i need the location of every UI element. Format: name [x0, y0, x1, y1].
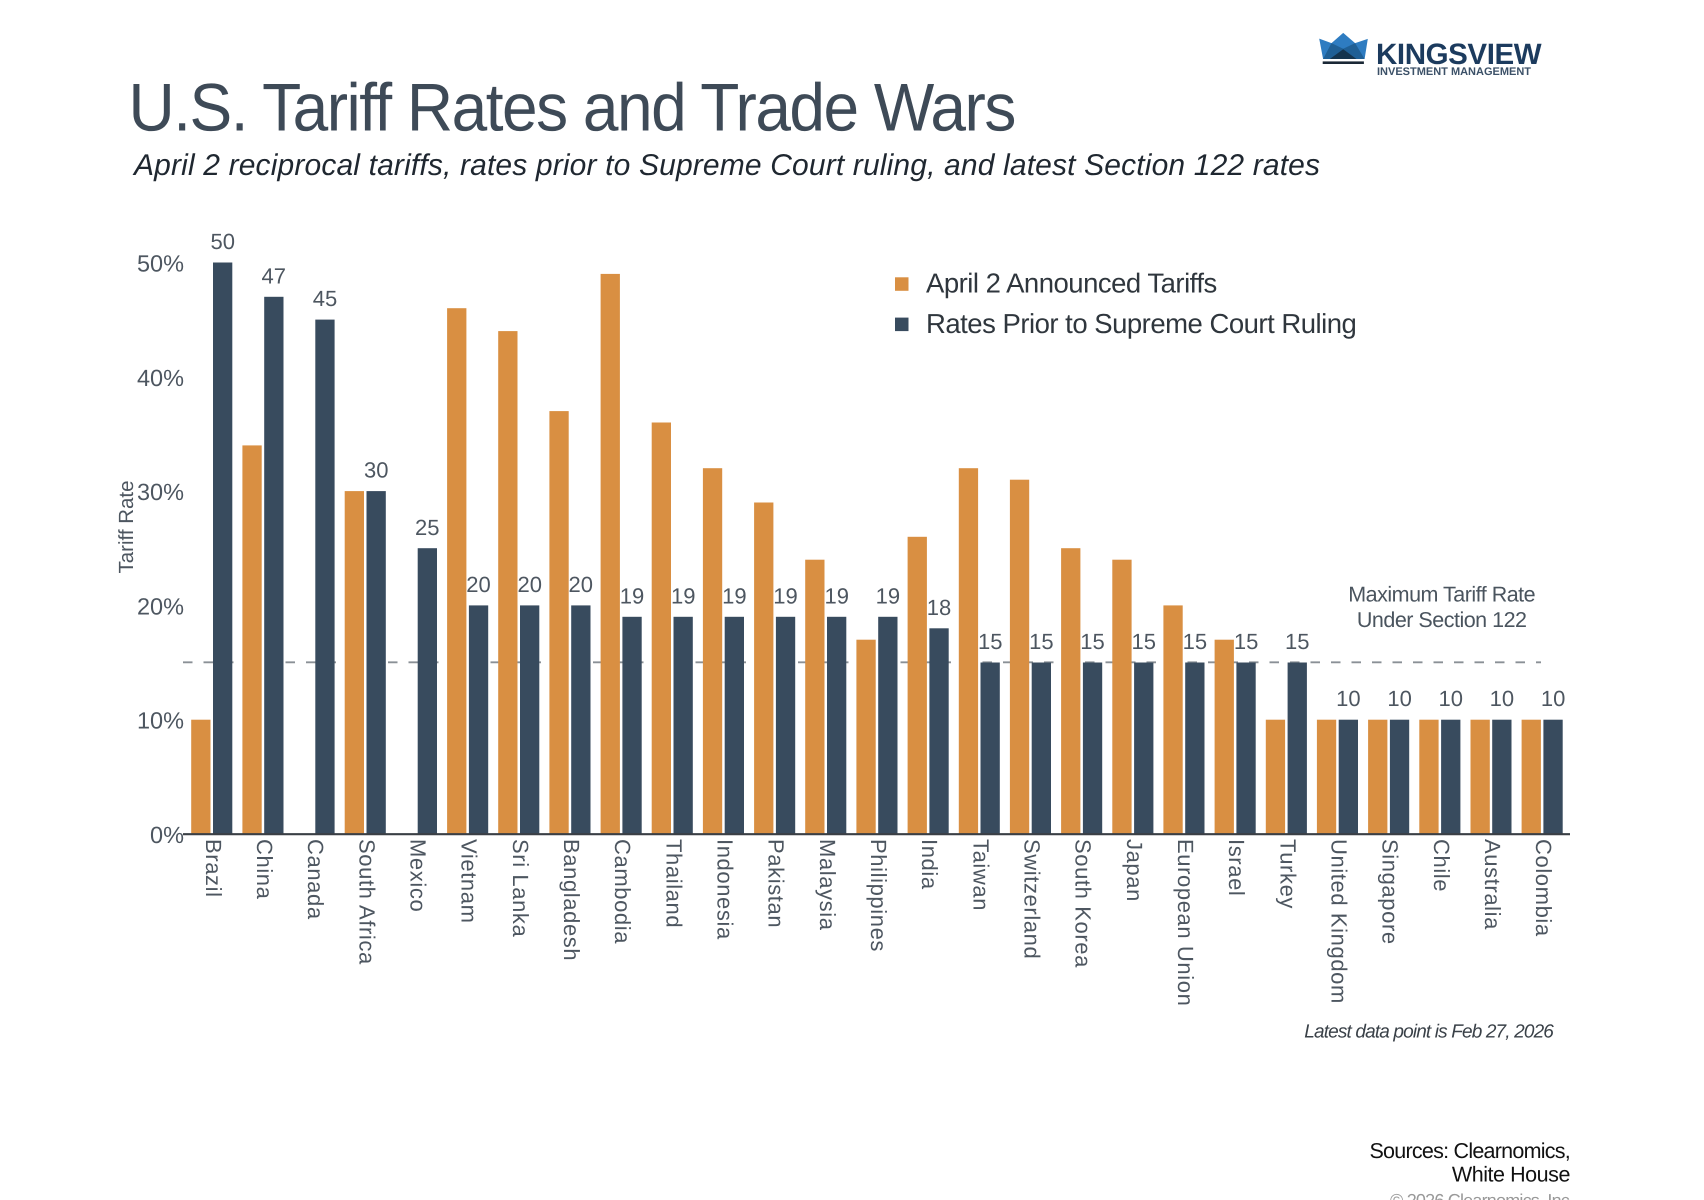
svg-text:Thailand: Thailand [661, 839, 686, 928]
svg-text:15: 15 [1080, 629, 1104, 654]
svg-text:0%: 0% [150, 822, 184, 848]
svg-text:April 2 Announced Tariffs: April 2 Announced Tariffs [926, 268, 1217, 299]
svg-text:Colombia: Colombia [1531, 839, 1556, 937]
svg-text:19: 19 [876, 583, 900, 608]
svg-text:Cambodia: Cambodia [610, 839, 635, 944]
svg-text:INVESTMENT MANAGEMENT: INVESTMENT MANAGEMENT [1377, 66, 1531, 78]
svg-text:South Africa: South Africa [354, 839, 379, 965]
svg-text:Malaysia: Malaysia [815, 839, 840, 931]
svg-text:Vietnam: Vietnam [457, 839, 482, 924]
svg-text:18: 18 [927, 595, 951, 620]
svg-text:Mexico: Mexico [405, 839, 430, 912]
svg-text:Sri Lanka: Sri Lanka [508, 839, 533, 938]
svg-text:Switzerland: Switzerland [1020, 839, 1045, 959]
svg-text:April 2 reciprocal tariffs, ra: April 2 reciprocal tariffs, rates prior … [132, 149, 1320, 182]
svg-text:Singapore: Singapore [1378, 839, 1403, 945]
svg-text:20: 20 [517, 572, 541, 597]
svg-text:15: 15 [978, 629, 1002, 654]
svg-text:19: 19 [773, 583, 797, 608]
svg-text:40%: 40% [137, 365, 184, 391]
svg-text:Latest data point is Feb 27, 2: Latest data point is Feb 27, 2026 [1304, 1022, 1554, 1043]
svg-text:Maximum Tariff Rate: Maximum Tariff Rate [1348, 583, 1535, 607]
svg-text:45: 45 [313, 286, 337, 311]
svg-text:20: 20 [466, 572, 490, 597]
svg-text:30%: 30% [137, 479, 184, 505]
svg-text:19: 19 [671, 583, 695, 608]
svg-text:Israel: Israel [1224, 839, 1249, 896]
svg-text:47: 47 [262, 263, 286, 288]
svg-text:Rates Prior to Supreme Court R: Rates Prior to Supreme Court Ruling [926, 308, 1356, 339]
svg-text:Canada: Canada [303, 839, 328, 920]
svg-text:India: India [917, 839, 942, 890]
svg-text:Sources: Clearnomics,: Sources: Clearnomics, [1369, 1139, 1570, 1163]
svg-text:20%: 20% [137, 593, 184, 619]
svg-text:White House: White House [1452, 1163, 1570, 1187]
svg-text:Pakistan: Pakistan [764, 839, 789, 928]
svg-text:United Kingdom: United Kingdom [1327, 839, 1352, 1004]
svg-text:Indonesia: Indonesia [713, 839, 738, 940]
svg-text:10: 10 [1490, 686, 1514, 711]
svg-text:10: 10 [1336, 686, 1360, 711]
svg-text:KINGSVIEW: KINGSVIEW [1376, 38, 1542, 71]
svg-text:Tariff Rate: Tariff Rate [115, 480, 138, 573]
svg-text:Brazil: Brazil [201, 839, 226, 898]
svg-text:10: 10 [1387, 686, 1411, 711]
svg-text:Turkey: Turkey [1275, 839, 1300, 909]
svg-text:Philippines: Philippines [866, 839, 891, 952]
svg-text:15: 15 [1234, 629, 1258, 654]
svg-text:Japan: Japan [1122, 839, 1147, 902]
svg-text:15: 15 [1131, 629, 1155, 654]
svg-text:European Union: European Union [1173, 839, 1198, 1006]
svg-text:15: 15 [1183, 629, 1207, 654]
svg-text:30: 30 [364, 458, 388, 483]
svg-text:South Korea: South Korea [1071, 839, 1096, 968]
svg-text:Under Section 122: Under Section 122 [1357, 608, 1527, 632]
svg-text:20: 20 [569, 572, 593, 597]
svg-text:15: 15 [1285, 629, 1309, 654]
svg-text:China: China [252, 839, 277, 900]
svg-text:© 2026 Clearnomics, Inc: © 2026 Clearnomics, Inc [1390, 1191, 1570, 1200]
svg-text:10: 10 [1541, 686, 1565, 711]
svg-text:15: 15 [1029, 629, 1053, 654]
svg-text:10%: 10% [137, 708, 184, 734]
svg-text:Bangladesh: Bangladesh [559, 839, 584, 961]
svg-text:U.S. Tariff Rates and Trade Wa: U.S. Tariff Rates and Trade Wars [129, 69, 1015, 145]
svg-text:19: 19 [824, 583, 848, 608]
svg-text:25: 25 [415, 515, 439, 540]
svg-text:19: 19 [620, 583, 644, 608]
svg-text:19: 19 [722, 583, 746, 608]
svg-text:Chile: Chile [1429, 839, 1454, 892]
svg-text:50%: 50% [137, 251, 184, 277]
svg-text:Australia: Australia [1480, 839, 1505, 930]
svg-text:Taiwan: Taiwan [968, 839, 993, 911]
svg-text:50: 50 [210, 229, 234, 254]
svg-text:10: 10 [1438, 686, 1462, 711]
